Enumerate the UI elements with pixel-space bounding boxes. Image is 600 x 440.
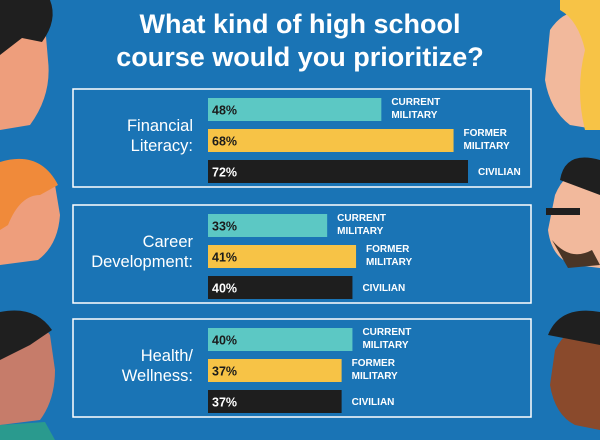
series-label-line: MILITARY [362,340,408,351]
bar [208,359,342,382]
series-label: CURRENT MILITARY [362,327,411,351]
bar-value-label: 72% [212,166,237,180]
bar-value-label: 40% [212,282,237,296]
bar [208,214,328,237]
bar [208,129,454,152]
bar-value-label: 68% [212,135,237,149]
series-label: CIVILIAN [478,167,521,178]
category-panel [72,204,532,304]
bar [208,98,382,121]
bar [208,276,353,299]
series-label-line: MILITARY [464,141,510,152]
category-label-line: Literacy: [131,137,193,155]
bar-value-label: 41% [212,251,237,265]
series-label: CURRENT MILITARY [337,213,386,237]
person-illustration-top-left [0,0,53,130]
series-label-line: CURRENT [362,327,411,338]
series-label-line: CURRENT [337,213,386,224]
category-label-line: Health/ [141,347,194,365]
category-panel [72,318,532,418]
series-label-line: FORMER [366,244,410,255]
chart-title: What kind of high school course would yo… [116,9,484,72]
bar-value-label: 33% [212,220,237,234]
series-label: FORMER MILITARY [352,358,398,382]
series-label-line: CURRENT [391,97,440,108]
category-label: Financial Literacy: [127,117,193,155]
bar-value-label: 48% [212,104,237,118]
series-label-line: MILITARY [391,110,437,121]
series-label: CIVILIAN [362,283,405,294]
series-label-line: MILITARY [352,371,398,382]
category-label-line: Development: [91,253,193,271]
bar-value-label: 40% [212,334,237,348]
series-label-line: CIVILIAN [478,167,521,178]
bar [208,245,357,268]
series-label: CURRENT MILITARY [391,97,440,121]
series-label-line: MILITARY [366,257,412,268]
person-illustration-bottom-left [0,310,55,440]
category-label: Health/Wellness: [122,347,194,385]
series-label: FORMER MILITARY [366,244,412,268]
series-label: FORMER MILITARY [464,128,510,152]
bar-value-label: 37% [212,396,237,410]
category-label-line: Career [143,233,194,251]
series-label-line: MILITARY [337,226,383,237]
person-illustration-mid-right [546,157,600,268]
bar [208,160,468,183]
category-label: Career Development: [91,233,193,271]
category-panel [72,88,532,188]
series-label-line: CIVILIAN [362,283,405,294]
person-illustration-mid-left [0,158,60,265]
category-label-line: Wellness: [122,367,193,385]
bar-value-label: 37% [212,365,237,379]
series-label: CIVILIAN [352,397,395,408]
series-label-line: FORMER [464,128,508,139]
bar [208,390,342,413]
category-label-line: Financial [127,117,193,135]
person-illustration-bottom-right [548,310,600,430]
bar [208,328,353,351]
person-illustration-top-right [545,0,600,130]
series-label-line: FORMER [352,358,396,369]
series-label-line: CIVILIAN [352,397,395,408]
